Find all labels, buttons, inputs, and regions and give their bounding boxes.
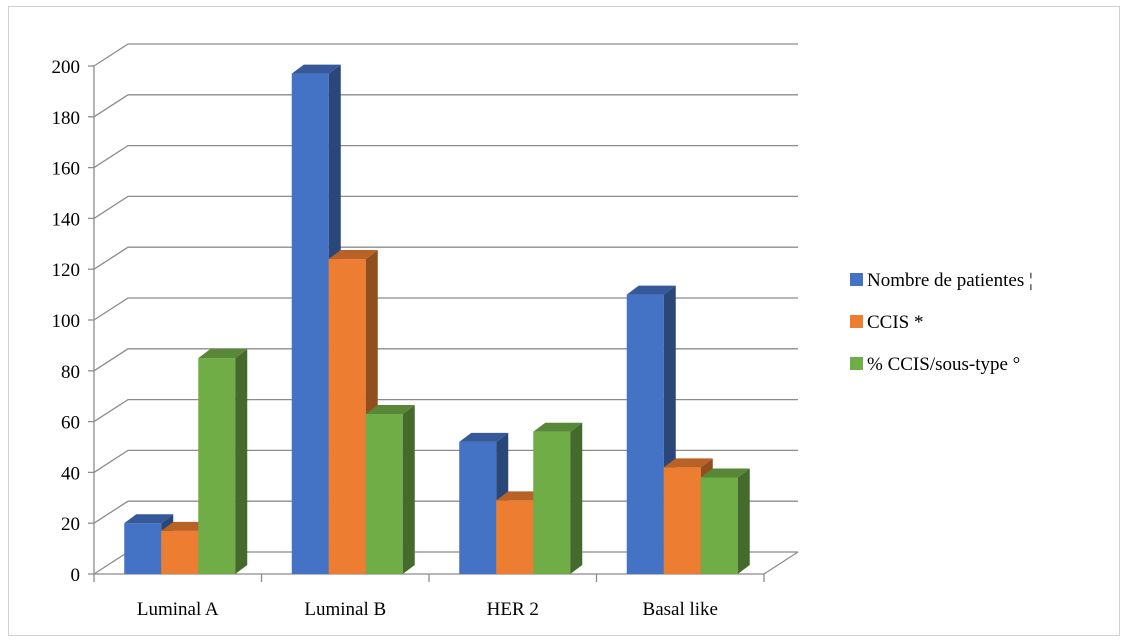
- y-tick-label: 140: [52, 209, 81, 230]
- bar-front: [626, 294, 664, 574]
- legend-item: Nombre de patientes ¦: [850, 270, 1033, 291]
- floor-edge: [763, 551, 799, 575]
- bar-top: [663, 458, 713, 468]
- bar-top: [198, 349, 248, 359]
- gridline: [93, 43, 798, 67]
- y-tick-label: 80: [61, 362, 80, 383]
- legend-label: CCIS *: [867, 312, 924, 333]
- bar-front: [328, 259, 366, 574]
- gridline: [93, 398, 798, 423]
- bar-top: [626, 285, 676, 295]
- x-tick-label: Luminal B: [304, 599, 386, 620]
- bar-top: [365, 404, 415, 414]
- bar-front: [533, 431, 571, 574]
- y-tick-label: 20: [61, 514, 80, 535]
- bar-top: [328, 250, 378, 260]
- bar: [198, 349, 248, 574]
- gridline: [93, 297, 798, 321]
- x-axis-labels: Luminal A Luminal B HER 2 Basal like: [137, 599, 718, 620]
- bar-front: [291, 73, 329, 575]
- gridline: [93, 195, 798, 219]
- x-tick-label: Basal like: [643, 599, 718, 620]
- bar-front: [124, 523, 162, 574]
- y-tick-label: 200: [52, 57, 81, 78]
- bar-top: [124, 514, 174, 524]
- bar-front: [365, 413, 403, 574]
- legend-label: Nombre de patientes ¦: [867, 270, 1033, 291]
- bar-top: [700, 468, 750, 478]
- legend-swatch: [850, 273, 863, 286]
- y-tick-label: 180: [52, 108, 81, 129]
- y-tick-label: 120: [52, 260, 81, 281]
- bars: [124, 64, 750, 575]
- x-tick-label: HER 2: [487, 599, 539, 620]
- x-tick-label: Luminal A: [137, 599, 219, 620]
- gridline: [93, 246, 798, 270]
- legend-swatch: [850, 315, 863, 328]
- gridline: [93, 144, 798, 169]
- bar: [700, 468, 750, 574]
- bar-side: [737, 468, 750, 574]
- bar-side: [235, 349, 248, 574]
- bar-front: [700, 477, 738, 574]
- y-tick-label: 100: [52, 311, 81, 332]
- legend-item: CCIS *: [850, 312, 924, 333]
- y-axis-ticks: 0 20 40 60 80 100 120 140 160 180 200: [52, 57, 81, 586]
- legend: Nombre de patientes ¦ CCIS * % CCIS/sous-t…: [850, 270, 1033, 375]
- bar-side: [402, 404, 415, 574]
- legend-swatch: [850, 357, 863, 370]
- bar: [533, 422, 583, 574]
- y-tick-label: 0: [71, 565, 81, 586]
- bar-top: [161, 521, 211, 531]
- bar: [365, 404, 415, 574]
- bar-front: [161, 530, 199, 574]
- gridline: [93, 94, 798, 118]
- bar-front: [496, 500, 534, 574]
- bar-top: [459, 432, 509, 442]
- bar-front: [198, 358, 236, 574]
- bar-front: [663, 467, 701, 574]
- y-tick-label: 40: [61, 463, 80, 484]
- bar-side: [570, 422, 583, 574]
- y-tick-label: 160: [52, 159, 81, 180]
- bar-top: [496, 491, 546, 501]
- gridline: [93, 348, 798, 372]
- bar-top: [533, 422, 583, 432]
- legend-item: % CCIS/sous-type °: [850, 354, 1020, 375]
- bar-top: [291, 64, 341, 74]
- y-tick-label: 60: [61, 413, 80, 434]
- bar-front: [459, 441, 497, 574]
- legend-label: % CCIS/sous-type °: [867, 354, 1020, 375]
